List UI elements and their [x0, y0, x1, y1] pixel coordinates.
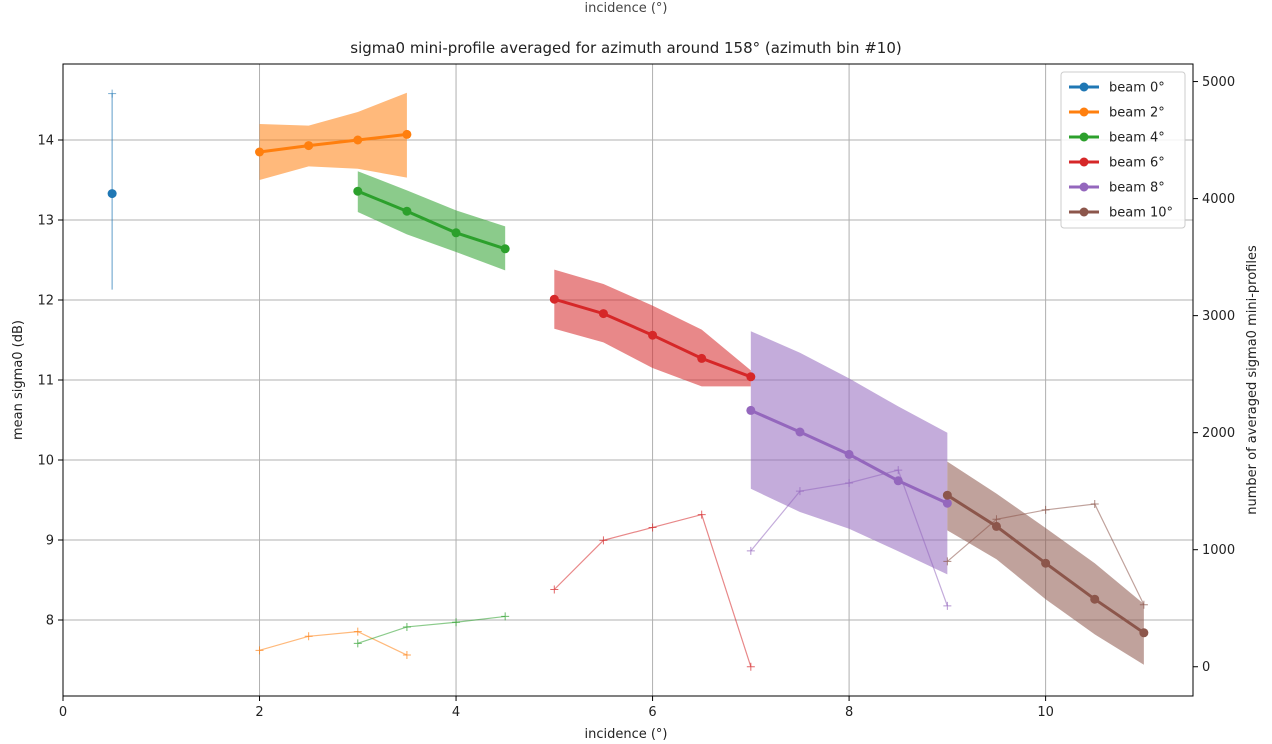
y2-tick-label: 1000 — [1202, 543, 1235, 558]
y-tick-label: 13 — [37, 214, 54, 229]
beam-10-point — [1090, 594, 1100, 604]
legend-label-beam-0: beam 0° — [1109, 81, 1165, 96]
x-axis-label: incidence (°) — [584, 727, 667, 742]
y-tick-label: 11 — [37, 374, 54, 389]
legend-label-beam-10: beam 10° — [1109, 206, 1173, 221]
y2-axis-label: number of averaged sigma0 mini-profiles — [1245, 245, 1260, 515]
x-tick-label: 8 — [845, 705, 853, 720]
beam-4-count-marker — [353, 639, 362, 648]
beam-2-point — [304, 141, 314, 151]
beam-2-count-marker — [304, 632, 313, 641]
confidence-bands — [259, 92, 1144, 665]
legend-label-beam-8: beam 8° — [1109, 181, 1165, 196]
beam-10-point — [1139, 628, 1149, 638]
beam-6-count-marker — [648, 523, 657, 532]
count-lines — [255, 466, 1148, 671]
chart-title: sigma0 mini-profile averaged for azimuth… — [350, 39, 901, 57]
beam-0-point — [107, 189, 117, 199]
beam-2-count-marker — [353, 627, 362, 636]
beam-4-count-marker — [402, 622, 411, 631]
y-tick-label: 14 — [37, 134, 54, 149]
beam-4-point — [402, 206, 412, 216]
legend: beam 0° beam 2° beam 4° beam 6° beam 8° beam … — [1060, 71, 1186, 229]
beam-8-point — [942, 498, 952, 508]
beam-2-mean-line — [259, 132, 408, 154]
beam-2-count-marker — [402, 651, 411, 660]
x-tick-label: 0 — [59, 705, 67, 720]
beam-8-count-marker — [746, 546, 755, 555]
beam-2-count-marker — [255, 646, 264, 655]
beam-4-count-line — [357, 615, 506, 644]
beam-4-count-marker — [452, 618, 461, 627]
y2-tick-label: 2000 — [1202, 426, 1235, 441]
beam-8-count-marker — [795, 487, 804, 496]
legend-marker-beam-2 — [1079, 107, 1089, 117]
x-tick-label: 2 — [255, 705, 263, 720]
y2-tick-label: 3000 — [1202, 309, 1235, 324]
x-tick-label: 6 — [648, 705, 656, 720]
beam-8-point — [893, 476, 903, 486]
legend-label-beam-2: beam 2° — [1109, 106, 1165, 121]
beam-2-band — [259, 92, 407, 180]
beam-6-point — [746, 372, 756, 382]
y-tick-label: 9 — [46, 534, 54, 549]
legend-marker-beam-6 — [1079, 157, 1089, 167]
legend-marker-beam-4 — [1079, 132, 1089, 142]
grid — [62, 64, 1193, 696]
beam-8-count-marker — [894, 466, 903, 475]
beam-8-point — [795, 427, 805, 437]
beam-8-count-marker — [943, 601, 952, 610]
y-tick-label: 8 — [46, 614, 54, 629]
beam-8-count-marker — [845, 478, 854, 487]
beam-10-count-marker — [1041, 505, 1050, 514]
beam-8-point — [746, 405, 756, 415]
beam-4-point — [353, 186, 363, 196]
beam-2-count-line — [259, 631, 408, 656]
legend-marker-beam-8 — [1079, 182, 1089, 192]
y2-tick-label: 4000 — [1202, 192, 1235, 207]
legend-marker-beam-10 — [1079, 207, 1089, 217]
beam-10-point — [1041, 558, 1051, 568]
beam-6-count-marker — [697, 510, 706, 519]
beam-10-point — [942, 490, 952, 500]
beam-10-count-marker — [1139, 600, 1148, 609]
x-tick-label: 10 — [1037, 705, 1054, 720]
y2-tick-label: 5000 — [1202, 75, 1235, 90]
legend-label-beam-6: beam 6° — [1109, 156, 1165, 171]
y2-tick-label: 0 — [1202, 660, 1210, 675]
beam-6-count-marker — [599, 536, 608, 545]
beam-8-point — [844, 449, 854, 459]
beam-6-point — [697, 353, 707, 363]
beam-10-point — [991, 521, 1001, 531]
legend-marker-beam-0 — [1079, 82, 1089, 92]
beam-10-count-marker — [943, 557, 952, 566]
beam-6-count-marker — [550, 585, 559, 594]
y-axis-label: mean sigma0 (dB) — [11, 320, 26, 440]
beam-2-point — [353, 135, 363, 145]
beam-6-count-marker — [746, 662, 755, 671]
beam-2-point — [255, 147, 265, 157]
y-tick-label: 10 — [37, 454, 54, 469]
y-tick-label: 12 — [37, 294, 54, 309]
beam-4-point — [451, 228, 461, 238]
beam-6-point — [549, 294, 559, 304]
beam-4-mean-line — [357, 189, 506, 251]
beam-2-point — [402, 129, 412, 139]
beam-4-count-marker — [501, 612, 510, 621]
x-tick-label: 4 — [452, 705, 460, 720]
beam-6-point — [598, 309, 608, 319]
beam-10-count-marker — [1090, 500, 1099, 509]
axes: 0 2 4 6 8 10 8 9 10 11 12 13 14 0 1000 2000 3000 4000 5000 — [37, 75, 1235, 720]
clipped-top-axis-label: incidence (°) — [584, 1, 667, 16]
beam-6-point — [648, 330, 658, 340]
mean-lines — [107, 89, 1149, 638]
legend-label-beam-4: beam 4° — [1109, 131, 1165, 146]
beam-4-point — [500, 244, 510, 254]
